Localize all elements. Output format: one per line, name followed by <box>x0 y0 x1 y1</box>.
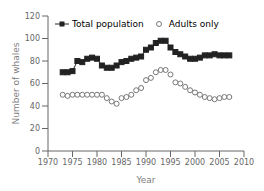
svg-text:1980: 1980 <box>87 158 107 167</box>
svg-text:2005: 2005 <box>209 158 229 167</box>
svg-text:1970: 1970 <box>38 158 58 167</box>
svg-text:1990: 1990 <box>136 158 156 167</box>
svg-text:1985: 1985 <box>111 158 131 167</box>
svg-text:1975: 1975 <box>62 158 82 167</box>
svg-text:2010: 2010 <box>234 158 254 167</box>
svg-text:40: 40 <box>30 102 40 111</box>
svg-text:Number of whales: Number of whales <box>11 42 21 124</box>
svg-text:60: 60 <box>30 79 40 88</box>
html-text:Total population: Total population <box>72 19 144 29</box>
svg-text:Year: Year <box>135 175 155 183</box>
html-text:Adults only: Adults only <box>168 19 219 29</box>
svg-text:1995: 1995 <box>160 158 180 167</box>
svg-text:2000: 2000 <box>185 158 205 167</box>
svg-text:120: 120 <box>25 12 40 21</box>
svg-text:20: 20 <box>30 124 40 133</box>
svg-text:80: 80 <box>30 57 40 66</box>
svg-text:100: 100 <box>25 34 40 43</box>
svg-text:0: 0 <box>35 147 40 156</box>
